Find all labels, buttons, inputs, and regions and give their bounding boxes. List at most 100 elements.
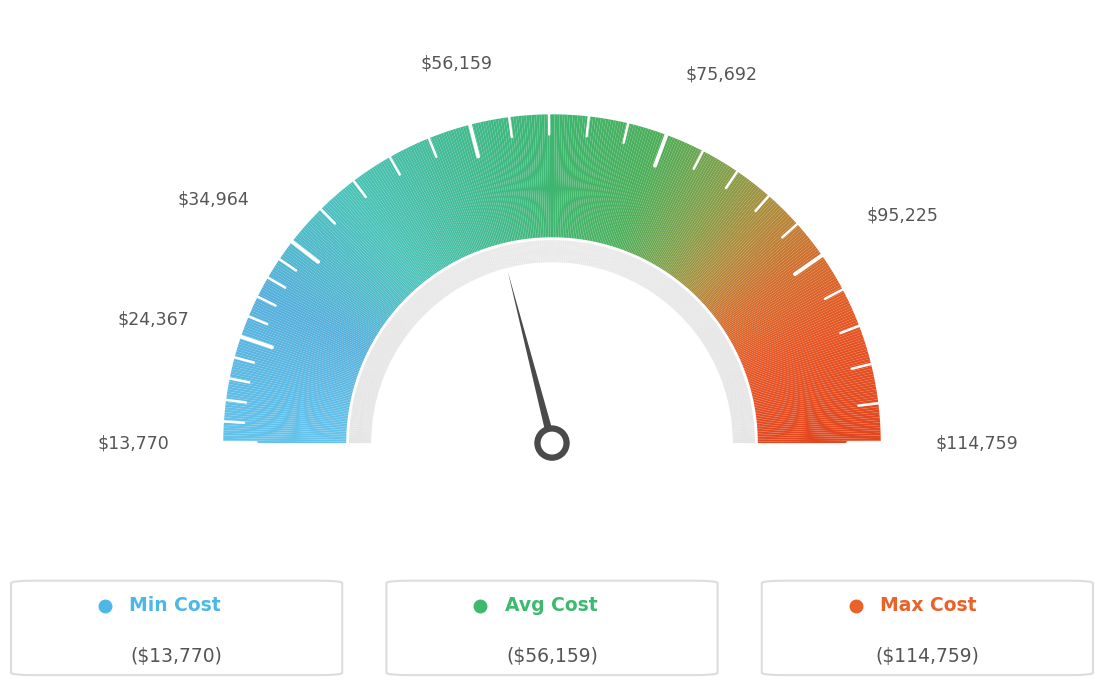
Polygon shape [362,371,384,380]
Polygon shape [316,213,405,300]
Polygon shape [436,275,450,295]
Text: ($114,759): ($114,759) [875,647,979,666]
Polygon shape [302,228,396,309]
Polygon shape [688,197,772,290]
Polygon shape [237,346,355,384]
Polygon shape [535,241,539,264]
Polygon shape [744,327,860,372]
Polygon shape [640,266,654,287]
Polygon shape [754,377,874,403]
Polygon shape [755,392,877,413]
Polygon shape [412,144,466,257]
Polygon shape [404,303,422,319]
Polygon shape [371,349,392,362]
Polygon shape [386,157,450,265]
Polygon shape [365,361,388,371]
Polygon shape [580,117,598,239]
Polygon shape [757,435,881,440]
Polygon shape [569,115,581,238]
Polygon shape [531,115,541,237]
Polygon shape [577,117,596,239]
Polygon shape [503,246,511,268]
Polygon shape [630,139,680,253]
Polygon shape [630,260,643,282]
Polygon shape [728,397,750,404]
Polygon shape [643,267,656,288]
Polygon shape [384,159,448,266]
Polygon shape [721,256,824,327]
Polygon shape [633,140,682,254]
Polygon shape [582,243,588,266]
Polygon shape [307,222,400,306]
Polygon shape [713,239,811,317]
Polygon shape [739,303,850,357]
Polygon shape [344,186,423,284]
Polygon shape [466,259,477,280]
Polygon shape [732,428,754,432]
Polygon shape [559,115,565,237]
Polygon shape [731,280,839,342]
Polygon shape [615,253,625,275]
Polygon shape [753,374,874,402]
Polygon shape [625,135,670,251]
Polygon shape [349,431,372,433]
Polygon shape [358,382,380,391]
Polygon shape [544,115,549,237]
Polygon shape [296,235,392,315]
Polygon shape [375,164,443,269]
Polygon shape [709,230,804,310]
Polygon shape [224,412,347,425]
Polygon shape [689,198,773,291]
Polygon shape [361,373,383,382]
Polygon shape [376,339,397,353]
Polygon shape [711,347,732,359]
Polygon shape [382,160,447,267]
Polygon shape [724,384,747,393]
Text: Min Cost: Min Cost [129,596,221,615]
Polygon shape [392,155,453,264]
Polygon shape [732,433,755,435]
Polygon shape [603,248,611,270]
Polygon shape [352,180,428,279]
Polygon shape [756,410,879,424]
Polygon shape [553,115,558,237]
Polygon shape [574,117,591,239]
Polygon shape [294,237,392,315]
Polygon shape [698,210,786,299]
Polygon shape [464,259,476,281]
Polygon shape [446,131,487,248]
Polygon shape [450,130,490,247]
Polygon shape [275,265,379,333]
Polygon shape [490,119,516,241]
Polygon shape [657,160,722,267]
Polygon shape [309,220,401,304]
Polygon shape [558,240,561,263]
Polygon shape [233,362,352,393]
Polygon shape [247,317,362,366]
Polygon shape [560,240,563,264]
Polygon shape [550,240,552,263]
Polygon shape [705,224,798,307]
Polygon shape [541,240,544,264]
Polygon shape [713,353,735,365]
Polygon shape [655,277,669,296]
Polygon shape [300,230,395,310]
Polygon shape [487,250,497,273]
Polygon shape [696,207,783,297]
Polygon shape [732,285,841,345]
Polygon shape [698,324,718,339]
Polygon shape [754,382,875,406]
Polygon shape [403,149,460,259]
Polygon shape [732,431,755,433]
Polygon shape [323,205,410,295]
Polygon shape [405,148,461,259]
Polygon shape [692,315,711,331]
Polygon shape [622,256,633,278]
Polygon shape [325,204,411,294]
Polygon shape [224,425,347,433]
Polygon shape [480,121,509,242]
Polygon shape [351,409,374,415]
Polygon shape [476,255,486,276]
Polygon shape [756,402,879,419]
Polygon shape [718,362,739,373]
